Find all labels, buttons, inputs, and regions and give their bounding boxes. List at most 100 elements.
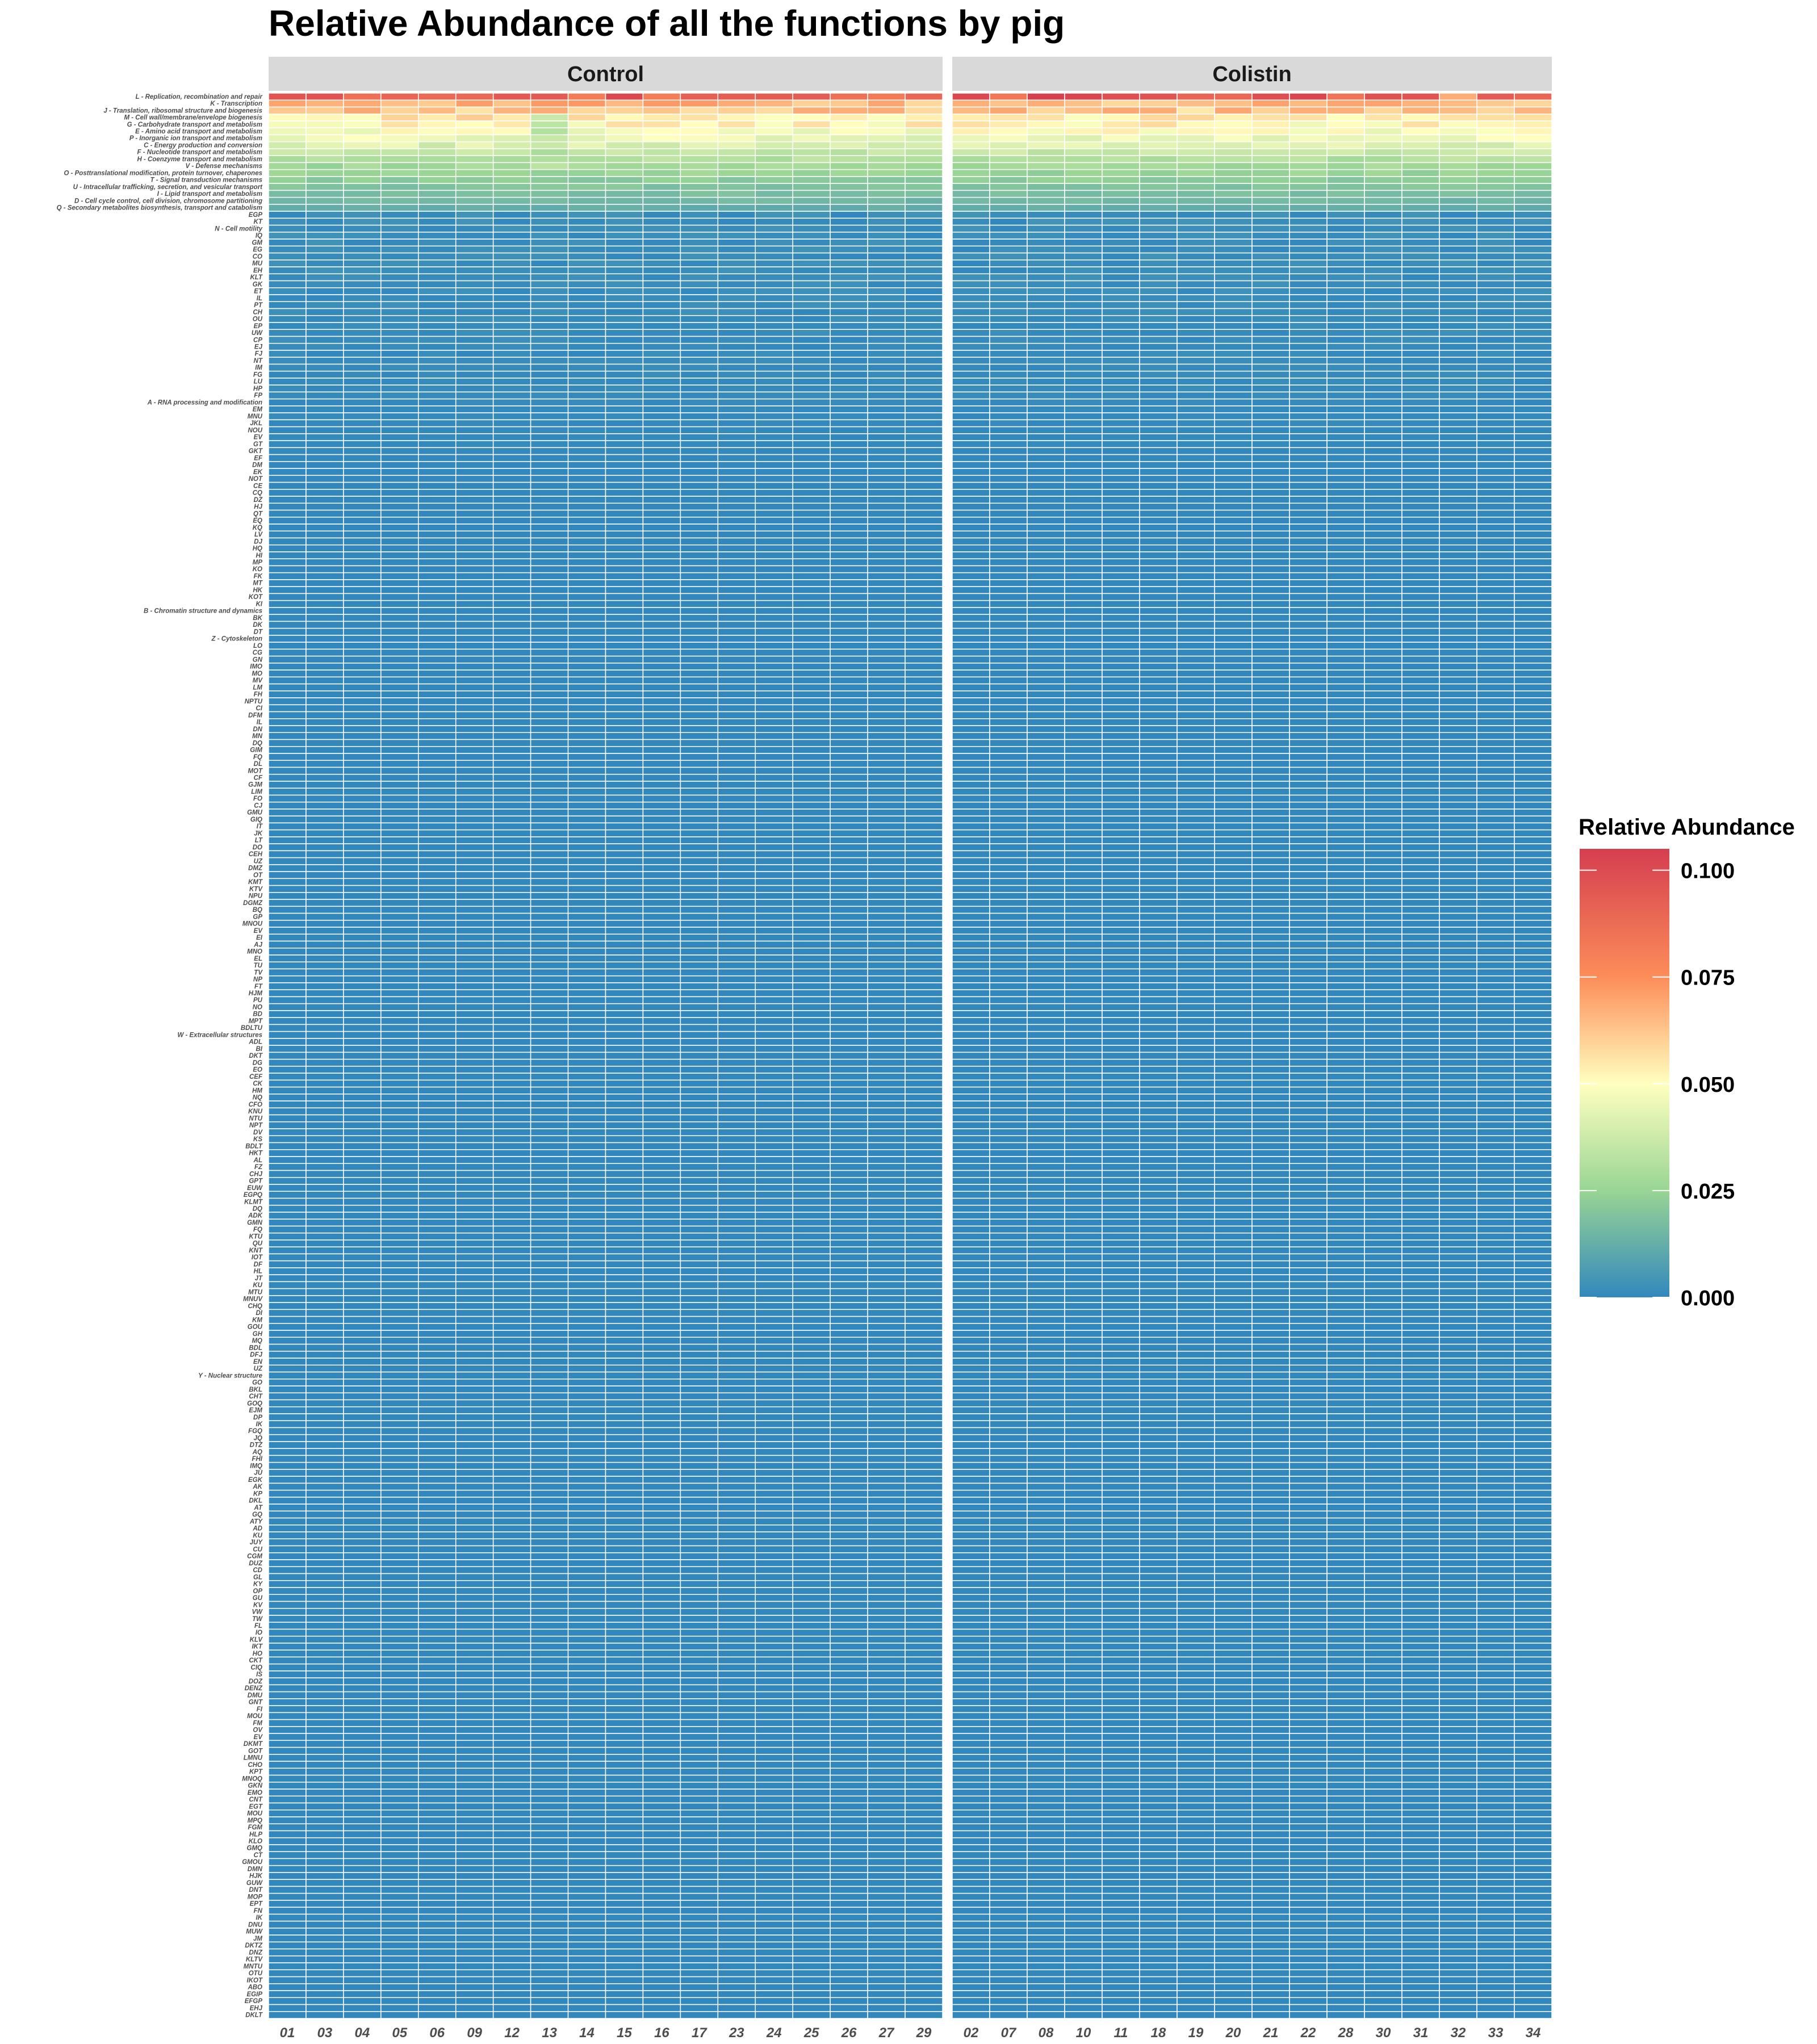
heatmap-cell	[530, 1545, 569, 1553]
heatmap-cell	[455, 113, 494, 122]
heatmap-cell	[567, 794, 606, 803]
heatmap-cell	[905, 1378, 943, 1387]
heatmap-cell	[268, 697, 307, 706]
heatmap-cell	[455, 767, 494, 775]
heatmap-cell	[605, 162, 644, 170]
heatmap-cell	[605, 760, 644, 768]
heatmap-cell	[455, 1482, 494, 1491]
heatmap-cell	[418, 537, 457, 546]
heatmap-cell	[680, 1649, 719, 1658]
heatmap-cell	[792, 224, 831, 233]
heatmap-cell	[343, 621, 382, 629]
heatmap-cell	[418, 322, 457, 330]
heatmap-cell	[867, 788, 906, 796]
heatmap-cell	[343, 1976, 382, 1984]
heatmap-cell	[605, 398, 644, 407]
heatmap-cell	[642, 447, 681, 455]
heatmap-cell	[792, 1858, 831, 1866]
heatmap-cell	[605, 1517, 644, 1526]
heatmap-cell	[680, 461, 719, 469]
heatmap-cell	[830, 1684, 868, 1693]
heatmap-cell	[305, 1684, 344, 1693]
heatmap-cell	[867, 704, 906, 713]
heatmap-cell	[792, 892, 831, 900]
heatmap-cell	[605, 1371, 644, 1380]
heatmap-cell	[455, 1489, 494, 1498]
heatmap-cell	[680, 245, 719, 254]
heatmap-cell	[492, 1176, 531, 1185]
heatmap-cell	[717, 1754, 756, 1762]
heatmap-cell	[492, 1656, 531, 1665]
heatmap-cell	[755, 176, 793, 184]
heatmap-cell	[830, 530, 868, 539]
heatmap-cell	[268, 996, 307, 1004]
heatmap-cell	[418, 1928, 457, 1936]
heatmap-cell	[792, 1594, 831, 1602]
heatmap-cell	[343, 1628, 382, 1637]
heatmap-cell	[455, 106, 494, 115]
heatmap-cell	[755, 391, 793, 400]
heatmap-cell	[905, 809, 943, 816]
heatmap-cell	[792, 906, 831, 914]
heatmap-cell	[567, 1858, 606, 1866]
heatmap-cell	[605, 927, 644, 935]
heatmap-cell	[905, 773, 943, 782]
heatmap-cell	[268, 1767, 307, 1776]
heatmap-cell	[680, 1461, 719, 1470]
heatmap-cell	[530, 537, 569, 546]
heatmap-cell	[642, 1364, 681, 1373]
heatmap-cell	[268, 1920, 307, 1929]
heatmap-cell	[867, 940, 906, 949]
heatmap-cell	[792, 426, 831, 434]
heatmap-cell	[567, 204, 606, 212]
heatmap-cell	[567, 287, 606, 295]
heatmap-cell	[605, 287, 644, 295]
heatmap-cell	[680, 655, 719, 664]
heatmap-cell	[867, 948, 906, 956]
heatmap-cell	[605, 384, 644, 393]
heatmap-cell	[792, 794, 831, 803]
heatmap-cell	[530, 1260, 569, 1268]
heatmap-cell	[418, 509, 457, 518]
heatmap-cell	[268, 732, 307, 740]
heatmap-cell	[867, 1990, 906, 1999]
heatmap-cell	[680, 683, 719, 692]
heatmap-cell	[305, 1288, 344, 1296]
heatmap-cell	[530, 1351, 569, 1359]
heatmap-cell	[305, 690, 344, 698]
heatmap-cell	[530, 412, 569, 421]
heatmap-cell	[830, 940, 868, 949]
heatmap-cell	[605, 252, 644, 261]
heatmap-cell	[455, 217, 494, 226]
heatmap-cell	[567, 1948, 606, 1957]
heatmap-cell	[830, 1017, 868, 1025]
heatmap-cell	[418, 648, 457, 657]
heatmap-cell	[567, 315, 606, 323]
heatmap-cell	[905, 134, 943, 143]
heatmap-cell	[717, 1371, 756, 1380]
heatmap-cell	[905, 1663, 943, 1672]
heatmap-cell	[867, 1545, 906, 1553]
heatmap-cell	[380, 211, 419, 219]
heatmap-cell	[867, 1351, 906, 1359]
heatmap-cell	[642, 1726, 681, 1734]
heatmap-cell	[530, 1086, 569, 1095]
heatmap-cell	[905, 1900, 943, 1908]
heatmap-cell	[343, 614, 382, 622]
heatmap-cell	[268, 885, 307, 893]
heatmap-cell	[755, 1628, 793, 1637]
heatmap-cell	[755, 655, 793, 664]
heatmap-cell	[680, 767, 719, 775]
heatmap-cell	[418, 690, 457, 698]
heatmap-cell	[455, 572, 494, 580]
heatmap-cell	[905, 843, 943, 852]
heatmap-cell	[717, 1455, 756, 1463]
heatmap-cell	[492, 1302, 531, 1310]
heatmap-cell	[492, 1677, 531, 1686]
heatmap-cell	[642, 259, 681, 267]
heatmap-cell	[952, 99, 990, 108]
heatmap-cell	[567, 134, 606, 143]
heatmap-cell	[268, 496, 307, 504]
heatmap-cell	[343, 683, 382, 692]
heatmap-cell	[642, 822, 681, 831]
